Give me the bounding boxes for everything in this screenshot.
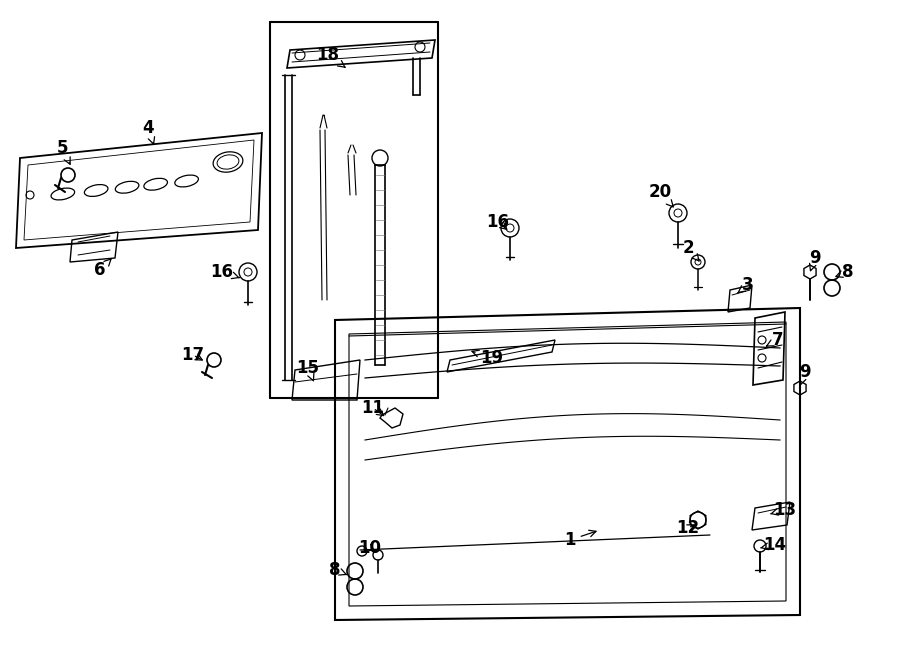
Text: 10: 10 — [358, 539, 382, 557]
Text: 9: 9 — [809, 249, 821, 271]
Text: 18: 18 — [317, 46, 345, 68]
Text: 8: 8 — [329, 561, 346, 579]
Text: 5: 5 — [56, 139, 70, 164]
Text: 15: 15 — [296, 359, 320, 381]
Text: 20: 20 — [648, 183, 673, 207]
Text: 17: 17 — [182, 346, 204, 364]
Text: 1: 1 — [564, 530, 596, 549]
Text: 9: 9 — [799, 363, 811, 385]
Text: 19: 19 — [472, 349, 504, 367]
Text: 7: 7 — [767, 331, 784, 349]
Text: 3: 3 — [737, 276, 754, 294]
Text: 12: 12 — [677, 519, 699, 537]
Text: 16: 16 — [487, 213, 509, 231]
Text: 8: 8 — [836, 263, 854, 281]
Text: 2: 2 — [682, 239, 699, 261]
Text: 14: 14 — [760, 536, 787, 554]
Text: 13: 13 — [770, 501, 796, 519]
Text: 6: 6 — [94, 259, 111, 279]
Text: 4: 4 — [142, 119, 155, 144]
Text: 11: 11 — [362, 399, 384, 417]
Text: 16: 16 — [211, 263, 239, 281]
